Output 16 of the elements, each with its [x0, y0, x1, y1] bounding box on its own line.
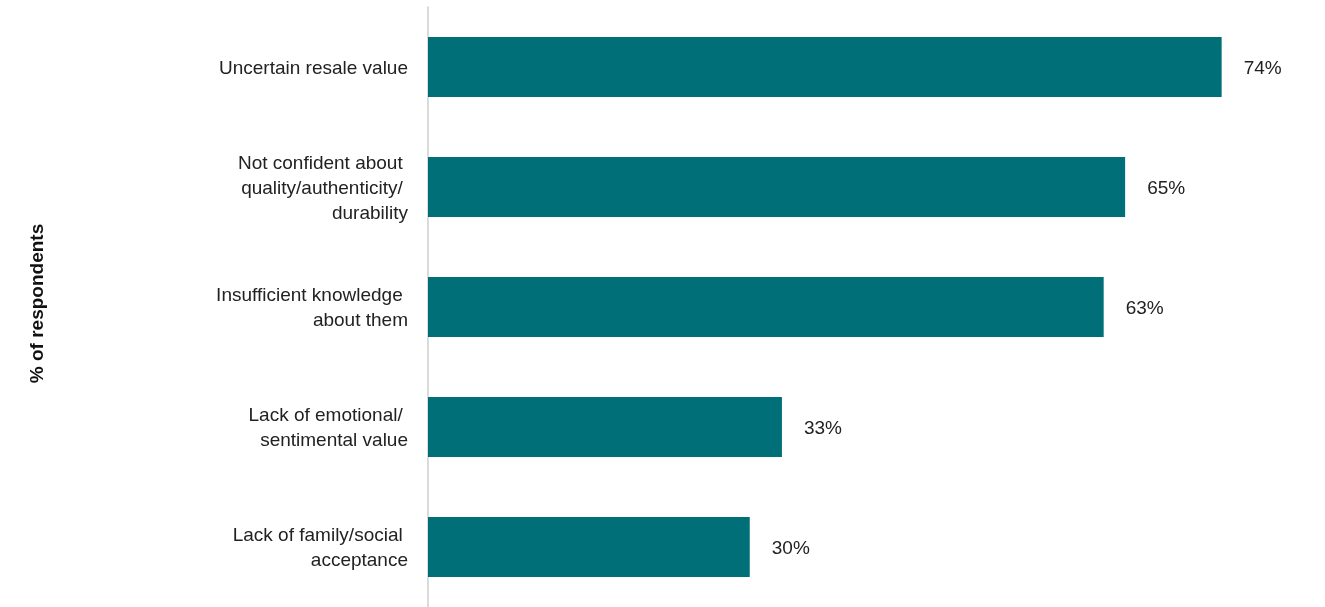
data-label: 33% [803, 416, 843, 438]
data-label: 74% [1243, 56, 1282, 78]
bar [428, 277, 1104, 337]
bar [428, 517, 750, 577]
bar [428, 37, 1222, 97]
bar [428, 157, 1126, 217]
y-tick-label: Not confident about quality/authenticity/ durability [237, 151, 409, 223]
y-tick-label: Lack of family/social acceptance [232, 524, 408, 570]
data-label: 65% [1147, 176, 1186, 198]
y-tick-label: Lack of emotional/ sentimental value [248, 404, 408, 450]
data-label: 30% [771, 536, 810, 558]
y-tick-label: Uncertain resale value [218, 56, 408, 78]
bar [428, 397, 782, 457]
y-tick-label: Insufficient knowledge about them [216, 284, 408, 330]
text: % of respondents [26, 223, 47, 384]
data-label: 63% [1125, 296, 1164, 318]
